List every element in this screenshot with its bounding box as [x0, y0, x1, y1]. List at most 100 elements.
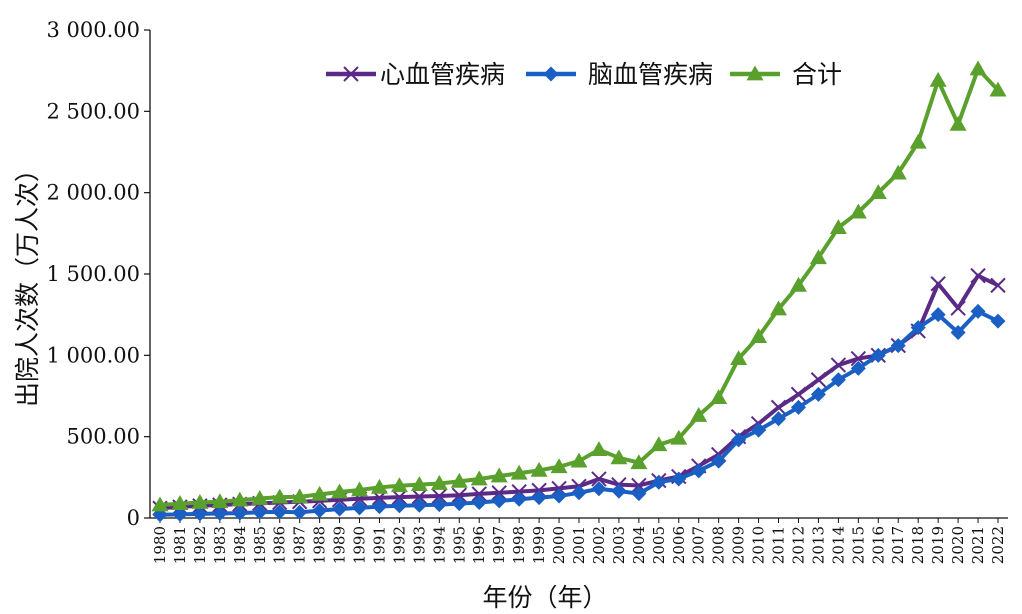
data-point-triangle-marker — [490, 467, 508, 483]
series-layer — [151, 60, 1007, 523]
data-point-x-marker — [451, 487, 467, 503]
data-point-diamond-marker — [411, 497, 427, 513]
data-point-triangle-marker — [750, 328, 768, 344]
data-point-diamond-marker — [451, 496, 467, 512]
data-point-triangle-marker — [909, 133, 927, 149]
y-tick-label: 3 000.00 — [46, 18, 140, 42]
x-tick-label: 1996 — [470, 526, 488, 564]
data-point-x-marker — [471, 486, 487, 502]
data-point-triangle-marker — [746, 65, 764, 81]
series-2 — [152, 303, 1006, 523]
legend-item-2: 脑血管疾病 — [526, 60, 713, 89]
data-point-diamond-marker — [292, 504, 308, 520]
data-point-diamond-marker — [543, 66, 559, 82]
data-point-diamond-marker — [551, 488, 567, 504]
x-tick-label: 1982 — [191, 526, 209, 564]
data-point-diamond-marker — [950, 325, 966, 341]
y-tick-label: 1 500.00 — [46, 262, 140, 286]
data-point-triangle-marker — [410, 476, 428, 492]
marker-stroke — [850, 350, 867, 367]
x-tick-label: 2001 — [570, 526, 588, 564]
series-1 — [152, 267, 1006, 516]
legend-label: 脑血管疾病 — [588, 60, 713, 89]
data-point-diamond-marker — [731, 432, 747, 448]
x-tick-label: 1994 — [430, 526, 448, 564]
marker-stroke — [431, 488, 448, 504]
data-point-triangle-marker — [929, 71, 947, 87]
x-tick-label: 2014 — [829, 526, 847, 564]
x-tick-label: 2008 — [710, 526, 728, 564]
data-point-x-marker — [511, 483, 527, 500]
data-point-x-marker — [950, 300, 966, 316]
data-point-x-marker — [591, 471, 607, 487]
data-point-triangle-marker — [430, 475, 448, 490]
marker-stroke — [391, 489, 408, 505]
data-point-triangle-marker — [590, 441, 608, 457]
x-tick-label: 1997 — [490, 526, 508, 564]
data-point-x-marker — [830, 357, 847, 373]
x-tick-label: 2011 — [770, 526, 788, 564]
data-point-triangle-marker — [271, 488, 289, 504]
data-point-x-marker — [810, 372, 827, 388]
marker-stroke — [950, 300, 966, 316]
x-tick-label: 1993 — [410, 526, 428, 564]
y-axis-title: 出院人次数（万人次） — [13, 157, 42, 407]
legend-label: 心血管疾病 — [380, 60, 505, 89]
data-point-diamond-marker — [771, 411, 787, 427]
x-tick-label: 1980 — [151, 526, 169, 564]
x-tick-label: 1986 — [271, 526, 289, 564]
data-point-triangle-marker — [171, 495, 189, 511]
data-point-diamond-marker — [870, 347, 886, 363]
data-point-triangle-marker — [470, 470, 488, 486]
data-point-triangle-marker — [390, 477, 408, 493]
x-tick-label: 2004 — [630, 526, 648, 564]
marker-stroke — [970, 267, 986, 284]
data-point-diamond-marker — [631, 486, 647, 502]
marker-stroke — [451, 487, 467, 503]
data-point-x-marker — [411, 488, 428, 505]
marker-stroke — [810, 372, 827, 388]
data-point-diamond-marker — [312, 503, 328, 519]
data-point-diamond-marker — [930, 307, 946, 323]
marker-stroke — [631, 477, 647, 494]
x-tick-label: 2009 — [730, 526, 748, 564]
data-point-x-marker — [970, 267, 986, 284]
data-point-diamond-marker — [611, 483, 627, 499]
data-point-x-marker — [391, 489, 408, 505]
x-tick-label: 1995 — [450, 526, 468, 564]
y-tick-label: 0 — [127, 506, 140, 530]
x-tick-label: 2018 — [909, 526, 927, 564]
data-point-diamond-marker — [990, 313, 1006, 329]
data-point-diamond-marker — [751, 422, 767, 438]
data-point-diamond-marker — [511, 491, 527, 507]
x-tick-label: 2003 — [610, 526, 628, 564]
data-point-triangle-marker — [789, 276, 807, 292]
data-point-triangle-marker — [370, 478, 388, 494]
marker-stroke — [491, 485, 507, 501]
data-point-triangle-marker — [829, 219, 847, 235]
data-point-triangle-marker — [510, 464, 528, 480]
x-ticks: 1980 1981 1982 1983 1984 1985 1986 1987 1988 1989… — [151, 518, 1007, 564]
data-point-diamond-marker — [431, 497, 447, 513]
marker-stroke — [471, 486, 487, 502]
x-tick-label: 2022 — [989, 526, 1007, 564]
data-point-triangle-marker — [710, 389, 728, 405]
axes — [149, 30, 1008, 519]
marker-stroke — [790, 386, 807, 403]
data-point-triangle-marker — [331, 483, 349, 499]
x-tick-label: 1998 — [510, 526, 528, 564]
data-point-x-marker — [491, 485, 507, 501]
data-point-diamond-marker — [172, 506, 188, 522]
data-point-x-marker — [770, 399, 787, 416]
data-point-triangle-marker — [570, 452, 588, 468]
data-point-triangle-marker — [291, 488, 309, 504]
data-point-triangle-marker — [730, 350, 748, 365]
data-point-triangle-marker — [670, 429, 688, 445]
marker-stroke — [830, 357, 847, 373]
marker-stroke — [591, 471, 607, 487]
x-tick-label: 2010 — [750, 526, 768, 564]
x-tick-label: 2021 — [969, 526, 987, 564]
data-point-diamond-marker — [970, 303, 986, 319]
data-point-triangle-marker — [450, 472, 468, 488]
